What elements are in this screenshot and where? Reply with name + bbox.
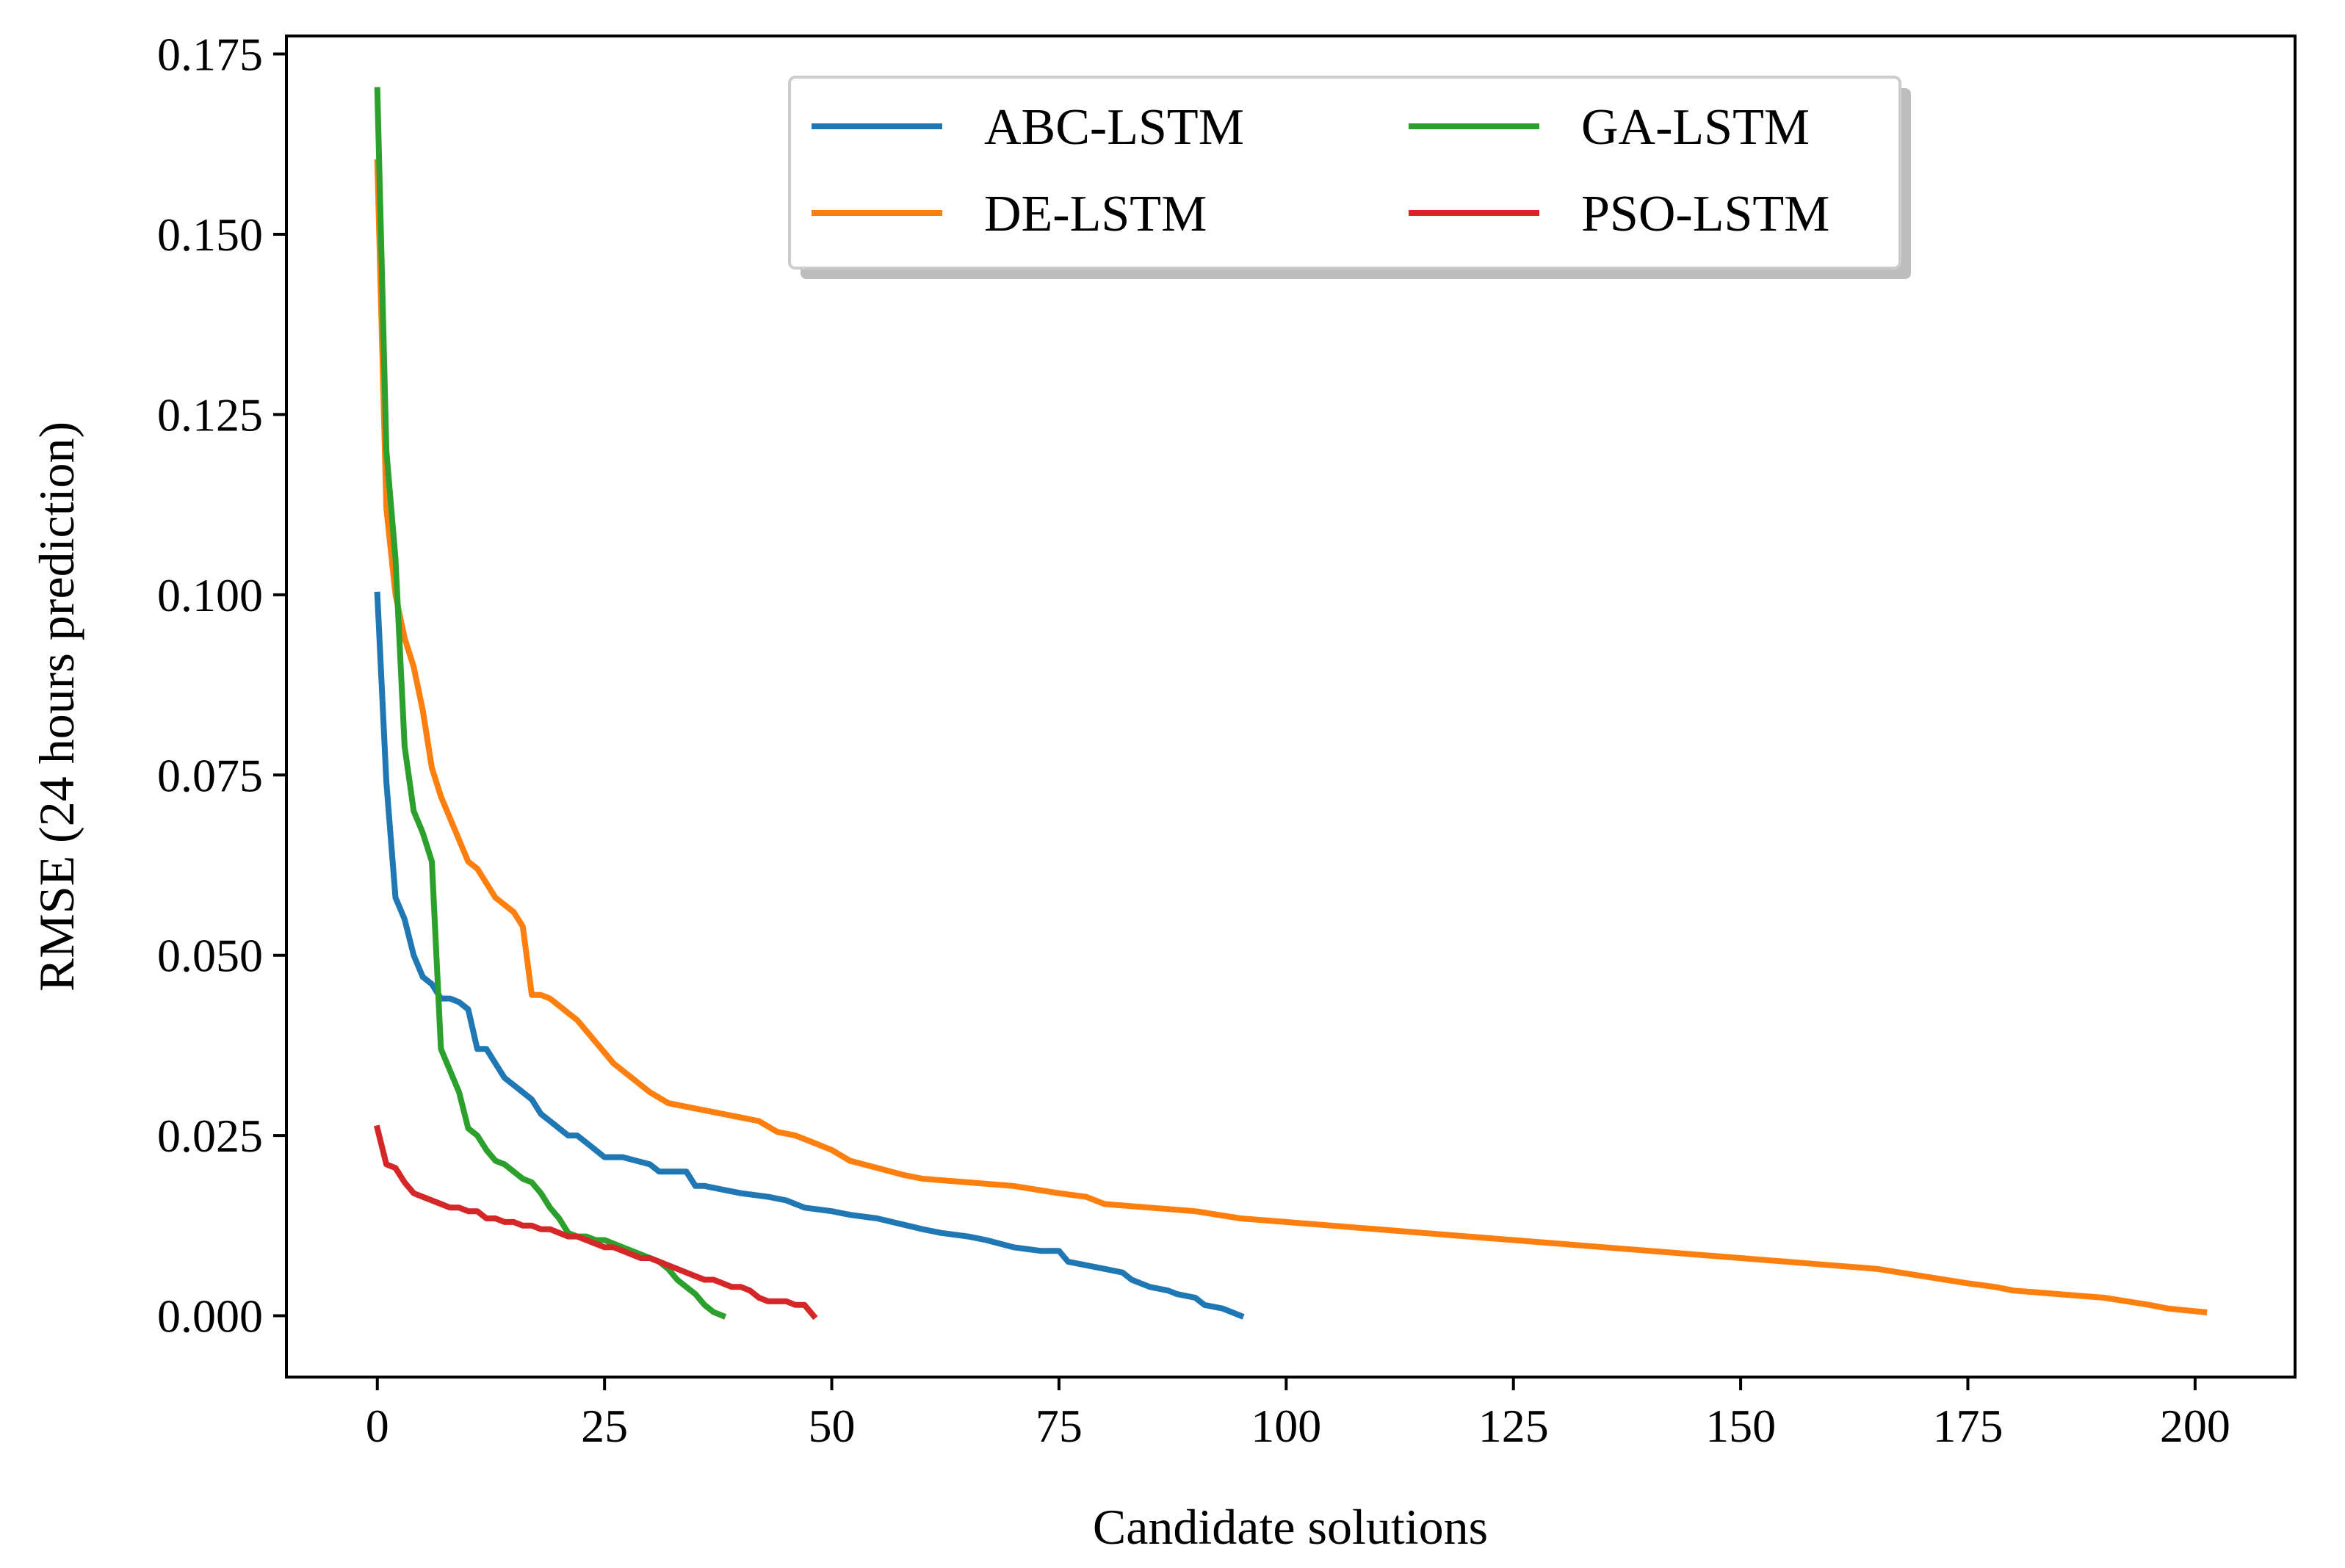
y-tick-label: 0.000 (157, 1290, 263, 1343)
x-tick-label: 175 (1932, 1400, 2003, 1452)
y-axis-label: RMSE (24 hours prediction) (29, 422, 84, 991)
y-tick-label: 0.125 (157, 389, 263, 441)
y-axis: 0.000 0.025 0.050 0.075 0.100 0.125 0.150 0.175 (157, 29, 286, 1343)
x-axis-label: Candidate solutions (1093, 1499, 1488, 1555)
series-layer (373, 87, 2208, 1320)
legend-label-ga-lstm: GA-LSTM (1581, 99, 1810, 156)
series-line-abc-lstm (374, 591, 1245, 1320)
y-tick-label: 0.150 (157, 209, 263, 261)
x-tick-label: 0 (366, 1400, 389, 1452)
x-tick-label: 100 (1251, 1400, 1321, 1452)
x-tick-label: 125 (1478, 1400, 1549, 1452)
x-tick-label: 200 (2160, 1400, 2230, 1452)
y-tick-label: 0.075 (157, 749, 263, 801)
legend-label-abc-lstm: ABC-LSTM (984, 99, 1244, 156)
legend-box (788, 76, 1901, 270)
legend: ABC-LSTM GA-LSTM DE-LSTM PSO-LSTM (788, 76, 1911, 279)
series-line-de-lstm (374, 159, 2208, 1315)
y-tick-label: 0.100 (157, 569, 263, 621)
legend-label-de-lstm: DE-LSTM (984, 186, 1207, 242)
x-tick-label: 50 (809, 1400, 856, 1452)
x-axis: 0 25 50 75 100 125 150 175 200 (366, 1377, 2230, 1452)
y-tick-label: 0.025 (157, 1110, 263, 1162)
legend-label-pso-lstm: PSO-LSTM (1581, 186, 1829, 242)
series-line-pso-lstm (373, 1124, 818, 1320)
plot-frame (285, 35, 2297, 1379)
x-tick-label: 25 (581, 1400, 628, 1452)
x-tick-label: 75 (1036, 1400, 1083, 1452)
x-tick-label: 150 (1705, 1400, 1776, 1452)
y-tick-label: 0.175 (157, 29, 263, 81)
y-tick-label: 0.050 (157, 930, 263, 982)
